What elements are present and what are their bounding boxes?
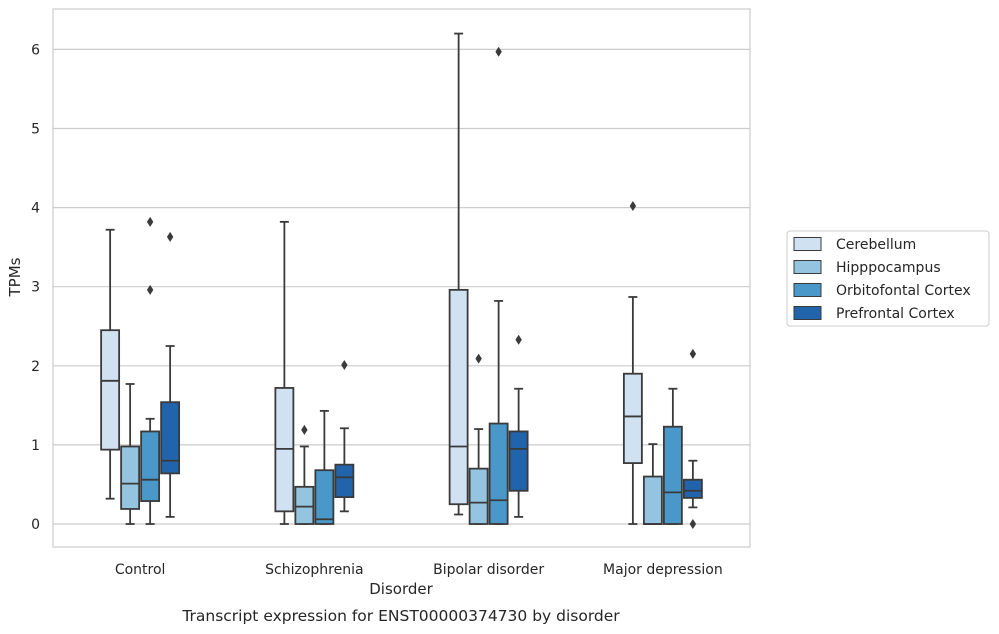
outlier-marker: [475, 353, 482, 364]
box: [508, 430, 529, 492]
legend: Cerebellum Hipppocampus Orbitofontal Corte…: [786, 230, 990, 327]
y-tick-label: 3: [31, 280, 40, 296]
box: [160, 401, 181, 475]
legend-label: Orbitofontal Cortex: [836, 283, 971, 299]
box: [488, 422, 509, 525]
box: [140, 430, 161, 502]
box-group: [622, 201, 643, 525]
box-group: [314, 409, 335, 525]
box-group: [334, 360, 355, 513]
y-tick-label: 2: [31, 359, 40, 375]
box-group: [160, 231, 181, 518]
y-tick-label: 0: [31, 517, 40, 533]
outlier-marker: [689, 519, 697, 529]
legend-label: Prefrontal Cortex: [836, 306, 955, 322]
legend-frame: [786, 230, 990, 327]
legend-label: Cerebellum: [836, 237, 916, 253]
box-group: [682, 348, 703, 529]
box-group: [488, 46, 509, 525]
legend-swatch: [793, 306, 822, 320]
box-group: [508, 334, 529, 518]
box-group: [468, 353, 489, 525]
box: [120, 445, 141, 510]
x-tick-label: Control: [115, 562, 166, 578]
box-group: [448, 32, 469, 516]
box: [682, 478, 703, 499]
box: [642, 475, 663, 525]
box-group: [274, 220, 295, 525]
legend-swatch: [793, 237, 822, 251]
box: [294, 485, 315, 525]
outlier-marker: [515, 334, 522, 345]
box-group: [642, 443, 663, 525]
y-tick-label: 4: [31, 201, 40, 217]
y-tick-label: 6: [31, 42, 40, 58]
legend-swatch: [793, 283, 822, 297]
box: [334, 463, 355, 499]
box-series: [100, 32, 703, 529]
outlier-marker: [146, 284, 154, 295]
y-axis-label: TPMs: [6, 257, 24, 297]
box-group: [100, 228, 121, 500]
legend-items: Cerebellum Hipppocampus Orbitofontal Corte…: [793, 237, 971, 322]
box: [100, 329, 121, 451]
x-tick-labels: Control Schizophrenia Bipolar disorder Majo…: [115, 562, 723, 578]
box-group: [294, 424, 315, 525]
y-tick-labels: 0 1 2 3 4 5 6: [31, 42, 40, 533]
x-tick-label: Major depression: [603, 562, 723, 578]
x-tick-label: Schizophrenia: [265, 562, 363, 578]
box: [314, 469, 335, 525]
y-tick-label: 5: [31, 122, 40, 138]
x-axis-label: Disorder: [369, 580, 433, 598]
outlier-marker: [629, 201, 637, 212]
box: [448, 288, 469, 506]
box: [468, 467, 489, 525]
legend-label: Hipppocampus: [836, 260, 941, 276]
outlier-marker: [166, 231, 174, 242]
outlier-marker: [146, 216, 154, 227]
box-group: [120, 383, 141, 525]
chart-caption: Transcript expression for ENST0000037473…: [181, 607, 620, 625]
x-tick-label: Bipolar disorder: [433, 562, 544, 578]
y-tick-label: 1: [31, 438, 40, 454]
box: [662, 425, 683, 525]
outlier-marker: [495, 46, 502, 57]
outlier-marker: [689, 348, 697, 359]
box: [622, 372, 643, 464]
outlier-marker: [341, 360, 348, 371]
box-group: [662, 387, 683, 525]
legend-swatch: [793, 260, 822, 274]
box-group: [140, 216, 161, 525]
outlier-marker: [301, 424, 308, 435]
